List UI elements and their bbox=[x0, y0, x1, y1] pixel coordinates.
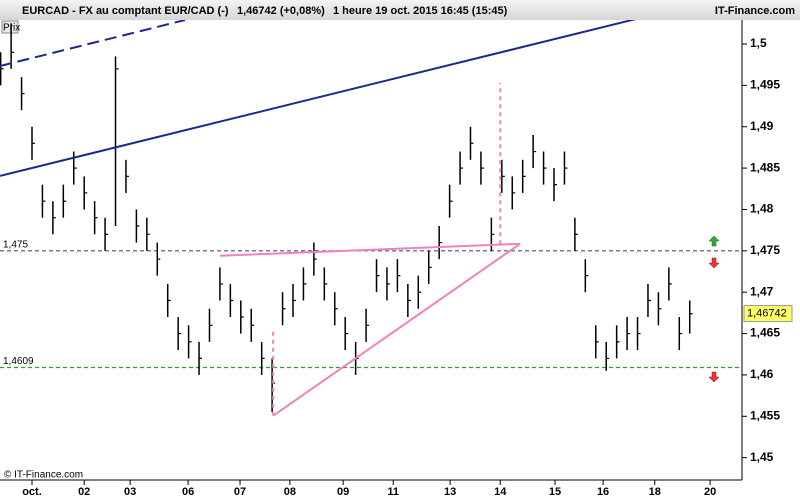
y-tick-label: 1,5 bbox=[750, 36, 767, 50]
arrows bbox=[708, 235, 720, 383]
last-price-box bbox=[743, 305, 793, 323]
y-tick-label: 1,465 bbox=[750, 326, 780, 340]
y-tick-label: 1,49 bbox=[750, 119, 774, 133]
x-tick-label: 18 bbox=[649, 486, 661, 498]
level-label: 1,475 bbox=[3, 239, 28, 250]
plot-area bbox=[0, 20, 742, 417]
x-tick-label: 14 bbox=[494, 486, 507, 498]
down-arrow bbox=[708, 257, 720, 269]
y-tick-label: 1,475 bbox=[750, 243, 780, 257]
x-tick-label: 15 bbox=[549, 486, 561, 498]
y-tick-label: 1,485 bbox=[750, 160, 780, 174]
x-tick-label: oct. bbox=[22, 486, 42, 498]
y-tick-label: 1,455 bbox=[750, 408, 780, 422]
x-tick-label: 09 bbox=[337, 486, 349, 498]
x-tick-label: 16 bbox=[597, 486, 609, 498]
source: IT-Finance.com bbox=[715, 5, 795, 17]
y-tick-label: 1,48 bbox=[750, 202, 774, 216]
x-tick-label: 08 bbox=[284, 486, 296, 498]
last-price-label: 1,46742 bbox=[747, 307, 787, 319]
chart-title: EURCAD - FX au comptant EUR/CAD (-) bbox=[22, 5, 229, 17]
trend-line bbox=[272, 242, 521, 417]
footer: © IT-Finance.com bbox=[4, 470, 83, 481]
y-tick-label: 1,495 bbox=[750, 78, 780, 92]
x-tick-label: 20 bbox=[704, 486, 716, 498]
trend-line bbox=[0, 20, 186, 67]
y-tick-label: 1,47 bbox=[750, 284, 774, 298]
y-tick-label: 1,46 bbox=[750, 367, 774, 381]
x-tick-label: 06 bbox=[182, 486, 194, 498]
x-tick-label: 11 bbox=[387, 486, 399, 498]
ylabel-box bbox=[1, 20, 19, 34]
timeframe: 1 heure 19 oct. 2015 16:45 (15:45) bbox=[333, 5, 508, 17]
level-label: 1,4609 bbox=[3, 356, 34, 367]
x-tick-label: 07 bbox=[234, 486, 246, 498]
x-tick-label: 13 bbox=[444, 486, 456, 498]
header-bar bbox=[0, 0, 800, 20]
y-tick-label: 1,45 bbox=[750, 450, 774, 464]
trend-line bbox=[0, 20, 637, 177]
x-tick-label: 03 bbox=[124, 486, 136, 498]
trend-line bbox=[219, 242, 521, 257]
price-change: 1,46742 (+0,08%) bbox=[237, 5, 325, 17]
x-tick-label: 02 bbox=[78, 486, 90, 498]
down-arrow bbox=[708, 371, 720, 383]
up-arrow bbox=[708, 235, 720, 247]
